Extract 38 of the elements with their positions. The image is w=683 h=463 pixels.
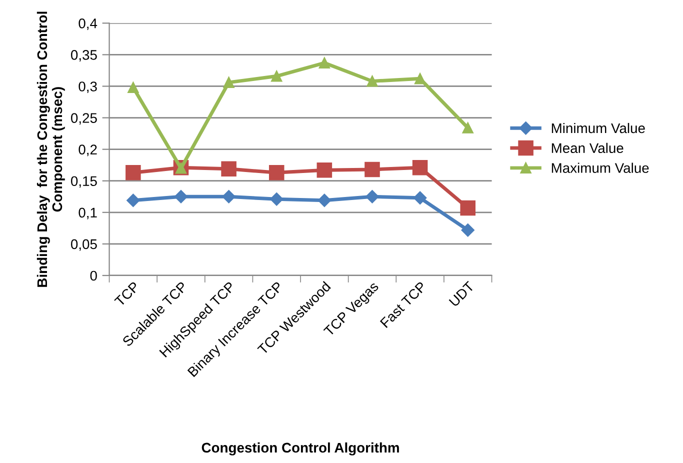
point — [318, 194, 332, 208]
point — [413, 191, 427, 204]
point — [460, 200, 476, 216]
point — [364, 162, 380, 178]
point — [223, 76, 234, 88]
x-tick-label: TCP — [114, 281, 140, 307]
point — [318, 57, 330, 68]
point — [366, 190, 379, 204]
y-tick-label: 0,4 — [78, 18, 98, 30]
point — [221, 161, 236, 177]
point — [461, 223, 474, 237]
point — [462, 122, 474, 134]
legend-label: Mean Value — [552, 142, 624, 154]
y-tick-label: 0,3 — [78, 82, 97, 94]
point — [414, 73, 426, 84]
y-tick-label: 0,05 — [70, 239, 97, 251]
point — [126, 165, 141, 180]
point — [316, 162, 332, 178]
y-tick-label: 0,25 — [70, 113, 97, 125]
y-tick-label: 0,1 — [78, 208, 97, 220]
point — [174, 190, 188, 204]
x-axis-title: Congestion Control Algorithm — [202, 442, 399, 456]
y-tick-label: 0,15 — [70, 176, 97, 188]
point — [126, 194, 140, 208]
point — [128, 82, 139, 94]
x-tick-label: Fast TCP — [380, 281, 427, 328]
point — [366, 76, 378, 87]
legend-label: Minimum Value — [552, 122, 645, 134]
y-tick-label: 0,2 — [78, 144, 97, 156]
y-axis-title: Binding Delay for the Congestion Control Component (msec) — [36, 12, 65, 287]
point — [412, 160, 428, 176]
point — [268, 165, 284, 180]
y-tick-label: 0,35 — [70, 50, 97, 62]
point — [271, 70, 282, 82]
point — [270, 192, 284, 206]
y-tick-label: 0 — [90, 270, 97, 281]
point — [222, 190, 236, 204]
legend-label: Maximum Value — [552, 162, 649, 173]
